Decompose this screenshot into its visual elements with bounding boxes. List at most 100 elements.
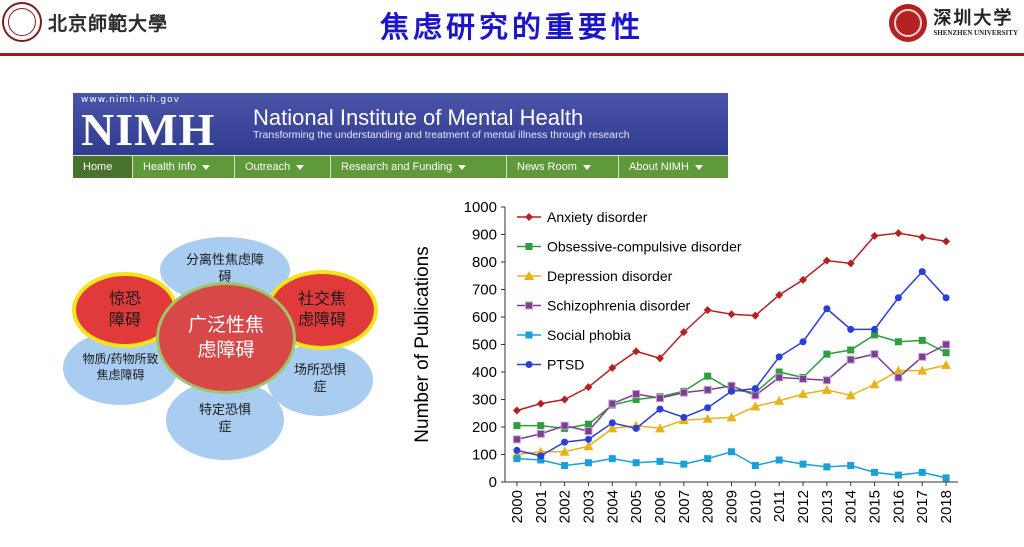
- data-point: [583, 441, 594, 451]
- data-point: [537, 422, 545, 430]
- data-point: [822, 256, 831, 265]
- legend-marker: [525, 361, 533, 368]
- header-rule: [0, 53, 1024, 56]
- data-point: [942, 474, 950, 482]
- data-point: [704, 372, 712, 380]
- nav-research-funding[interactable]: Research and Funding: [331, 156, 507, 178]
- x-tick-label: 2013: [819, 490, 836, 523]
- series-line: [516, 364, 947, 456]
- bubble-top-label: 分离性焦虑障碍: [185, 253, 264, 285]
- nimh-tagline: Transforming the understanding and treat…: [253, 129, 630, 141]
- data-point: [728, 448, 735, 456]
- data-point: [894, 471, 902, 479]
- x-tick-label: 2012: [795, 490, 812, 523]
- publications-chart: 0 100 200 300 400 500 600 700 800 900 1000 2000 2001…: [412, 199, 958, 523]
- data-point: [871, 331, 879, 339]
- data-point: [680, 460, 688, 468]
- bubble-center: 广泛性焦虑障碍: [156, 282, 296, 394]
- data-point: [846, 259, 855, 268]
- nav-news-room[interactable]: News Room: [507, 156, 619, 178]
- data-point: [704, 404, 712, 412]
- data-point: [513, 422, 521, 430]
- data-point: [942, 237, 951, 246]
- y-tick-label: 200: [472, 419, 497, 436]
- data-point: [654, 423, 665, 433]
- data-point: [703, 385, 712, 394]
- data-point: [512, 406, 521, 415]
- nav-home-label: Home: [83, 161, 113, 173]
- x-tick-label: 2008: [700, 490, 717, 523]
- szu-logo: 深圳大学 SHENZHEN UNIVERSITY: [889, 4, 1018, 42]
- data-point: [584, 459, 592, 467]
- x-tick-label: 2014: [843, 490, 860, 523]
- data-point: [608, 419, 616, 427]
- data-point: [822, 376, 831, 385]
- data-point: [894, 229, 903, 238]
- x-tick-label: 2018: [938, 490, 955, 523]
- data-point: [918, 336, 926, 344]
- data-point: [632, 390, 641, 398]
- chevron-down-icon: [694, 164, 703, 170]
- data-point: [918, 352, 927, 361]
- data-point: [632, 396, 640, 403]
- data-point: [584, 427, 593, 436]
- szu-seal-icon: [889, 4, 928, 42]
- bubble-bottom-label: 特定恐惧症: [198, 403, 251, 435]
- x-tick-label: 2011: [771, 490, 788, 522]
- data-point: [632, 424, 640, 432]
- data-point: [775, 373, 784, 382]
- data-point: [537, 456, 545, 464]
- nimh-nav: Home Health Info Outreach Research and F…: [73, 155, 728, 178]
- data-point: [751, 311, 760, 320]
- data-point: [584, 420, 592, 428]
- series-line: [516, 450, 947, 479]
- data-point: [871, 468, 879, 476]
- legend-label: Depression disorder: [547, 268, 673, 284]
- nav-health-info[interactable]: Health Info: [133, 156, 235, 178]
- data-point: [536, 399, 545, 408]
- bnu-name: 北京師範大學: [48, 12, 169, 35]
- chevron-down-icon: [296, 164, 305, 170]
- data-point: [942, 294, 950, 302]
- data-point: [775, 456, 783, 464]
- legend-label: Social phobia: [547, 327, 631, 343]
- data-point: [799, 374, 808, 383]
- nav-outreach[interactable]: Outreach: [235, 156, 331, 178]
- data-point: [847, 346, 855, 354]
- bnu-logo: 北京師範大學: [2, 2, 168, 42]
- data-point: [537, 452, 545, 460]
- data-point: [823, 463, 831, 471]
- data-point: [704, 455, 712, 463]
- data-point: [727, 310, 736, 319]
- data-point: [751, 385, 759, 392]
- legend-label: Obsessive-compulsive disorder: [547, 239, 742, 255]
- bubble-top: 分离性焦虑障碍: [160, 237, 290, 303]
- x-tick-label: 2006: [652, 490, 669, 523]
- data-point: [536, 429, 545, 438]
- data-point: [799, 460, 807, 468]
- nav-home[interactable]: Home: [73, 156, 133, 178]
- bubble-bottom: 特定恐惧症: [166, 380, 284, 460]
- legend-marker: [525, 301, 533, 310]
- x-tick-label: 2004: [604, 490, 621, 523]
- nav-news-room-label: News Room: [517, 161, 577, 173]
- nav-about-nimh[interactable]: About NIMH: [619, 156, 728, 178]
- data-point: [894, 373, 903, 382]
- x-tick-label: 2015: [867, 490, 884, 523]
- data-point: [561, 462, 569, 469]
- y-tick-label: 100: [472, 447, 497, 464]
- y-axis-label: Number of Publications: [412, 246, 433, 442]
- data-point: [750, 401, 761, 411]
- bubble-right-label: 场所恐惧症: [293, 363, 346, 395]
- data-point: [679, 388, 688, 397]
- x-tick-label: 2005: [628, 490, 645, 523]
- x-tick-label: 2009: [724, 490, 741, 523]
- szu-name-en: SHENZHEN UNIVERSITY: [933, 28, 1018, 37]
- data-point: [512, 435, 521, 444]
- data-point: [823, 305, 831, 313]
- chevron-down-icon: [202, 164, 211, 170]
- data-point: [656, 405, 664, 413]
- bubble-social-label: 社交焦虑障碍: [297, 289, 346, 329]
- data-point: [513, 455, 521, 463]
- data-point: [870, 350, 879, 359]
